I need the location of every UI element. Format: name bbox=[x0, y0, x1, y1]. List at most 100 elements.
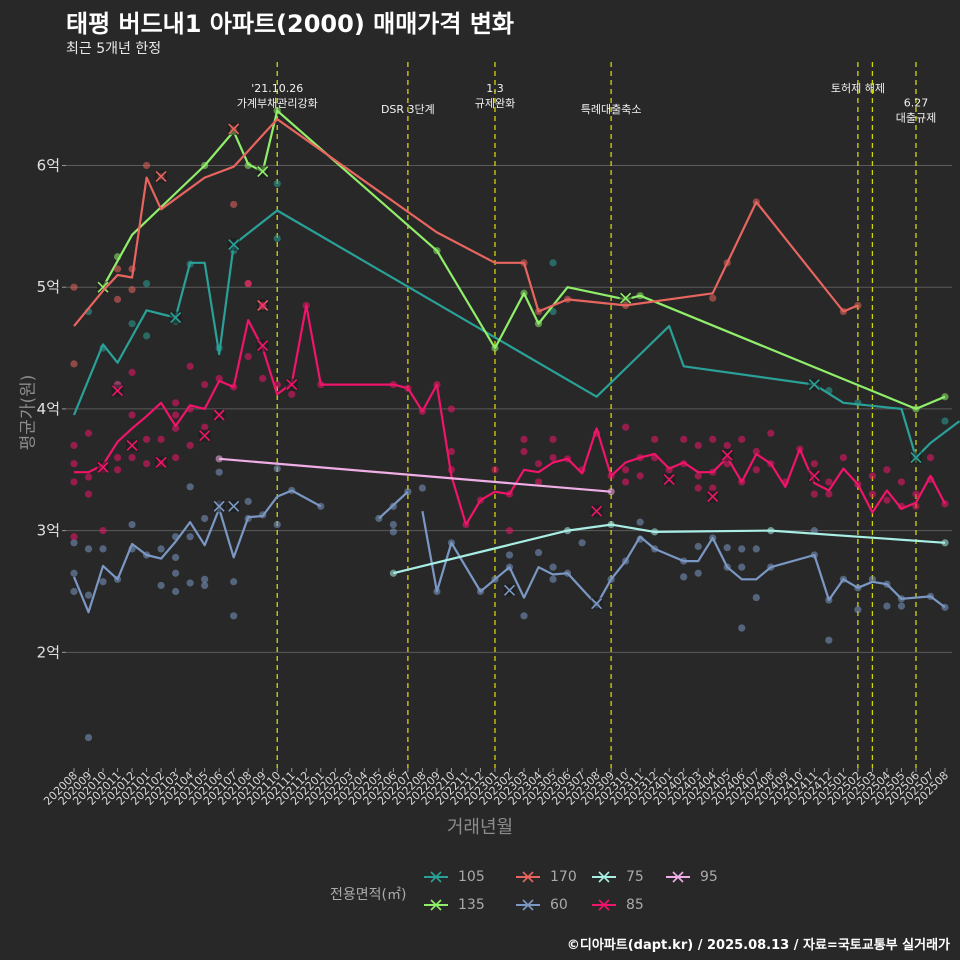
legend-label: 85 bbox=[626, 897, 644, 913]
data-point bbox=[259, 374, 267, 383]
series-95 bbox=[215, 455, 615, 496]
data-point bbox=[128, 454, 136, 462]
data-point bbox=[128, 520, 136, 529]
data-point bbox=[230, 578, 238, 586]
data-point bbox=[186, 533, 194, 541]
data-point bbox=[505, 527, 514, 535]
data-point bbox=[854, 606, 862, 614]
data-point bbox=[172, 424, 180, 432]
data-point bbox=[534, 478, 543, 486]
data-point bbox=[897, 602, 906, 610]
data-point bbox=[84, 429, 93, 437]
series-line bbox=[73, 118, 859, 327]
data-point bbox=[752, 466, 760, 474]
data-point bbox=[128, 320, 136, 328]
data-point bbox=[244, 279, 252, 288]
legend-label: 105 bbox=[458, 869, 485, 885]
data-point bbox=[142, 435, 151, 443]
legend-label: 95 bbox=[700, 869, 718, 885]
data-point bbox=[491, 466, 499, 474]
data-point bbox=[549, 259, 557, 267]
data-point bbox=[172, 411, 180, 419]
data-point bbox=[534, 548, 543, 557]
data-point bbox=[912, 490, 920, 498]
data-point bbox=[273, 180, 281, 188]
legend-item-170: 170 bbox=[514, 866, 590, 888]
legend-items: 105 170 75 95 135 60 85 bbox=[422, 866, 738, 916]
data-point bbox=[128, 368, 136, 376]
data-point bbox=[738, 624, 746, 632]
data-point bbox=[418, 484, 426, 492]
y-tick-label: 3억 bbox=[37, 522, 60, 540]
series-line bbox=[102, 109, 946, 410]
cross-marker bbox=[663, 473, 675, 486]
data-point bbox=[447, 405, 456, 413]
data-point bbox=[578, 539, 586, 547]
data-point bbox=[926, 454, 935, 462]
event-label: 6.27 bbox=[904, 97, 929, 110]
data-point bbox=[244, 352, 252, 361]
data-point bbox=[70, 478, 78, 486]
legend-key-icon bbox=[666, 871, 690, 883]
series-line bbox=[393, 523, 946, 575]
data-point bbox=[157, 435, 165, 443]
cross-marker bbox=[155, 170, 167, 182]
data-point bbox=[883, 602, 891, 610]
data-point bbox=[128, 286, 136, 294]
data-point bbox=[738, 435, 746, 443]
data-point bbox=[142, 161, 151, 170]
data-point bbox=[172, 454, 180, 462]
cross-marker bbox=[97, 461, 109, 473]
data-point bbox=[709, 294, 717, 302]
data-point bbox=[113, 466, 122, 474]
data-point bbox=[172, 569, 180, 577]
cross-marker bbox=[707, 490, 719, 503]
data-point bbox=[868, 472, 877, 480]
data-point bbox=[70, 441, 78, 450]
legend-label: 60 bbox=[550, 897, 568, 913]
legend-item-95: 95 bbox=[664, 866, 738, 888]
data-point bbox=[549, 307, 557, 316]
data-point bbox=[142, 279, 151, 288]
cross-marker bbox=[620, 292, 632, 304]
data-point bbox=[694, 441, 702, 450]
data-point bbox=[825, 478, 833, 486]
series-line bbox=[219, 457, 612, 493]
cross-marker bbox=[111, 385, 124, 397]
data-point bbox=[723, 544, 731, 552]
data-point bbox=[215, 455, 223, 463]
legend-key-icon bbox=[516, 871, 540, 883]
legend-key-icon bbox=[424, 871, 448, 883]
legend-item-75: 75 bbox=[590, 866, 664, 888]
data-point bbox=[70, 569, 78, 577]
data-point bbox=[505, 551, 514, 559]
data-point bbox=[70, 360, 78, 368]
data-point bbox=[549, 454, 557, 462]
data-point bbox=[636, 472, 644, 480]
data-point bbox=[752, 545, 760, 553]
data-point bbox=[215, 468, 223, 476]
data-point bbox=[142, 460, 151, 468]
cross-marker bbox=[808, 470, 820, 482]
data-point bbox=[723, 441, 731, 450]
legend-key-icon bbox=[592, 871, 616, 883]
data-point bbox=[447, 447, 456, 456]
data-point bbox=[810, 490, 818, 498]
data-point bbox=[549, 435, 557, 443]
legend-title: 전용면적(㎡) bbox=[330, 887, 407, 903]
data-point bbox=[186, 362, 194, 370]
data-point bbox=[172, 553, 180, 562]
legend-label: 135 bbox=[458, 897, 485, 913]
data-point bbox=[230, 612, 238, 620]
cross-marker bbox=[199, 430, 211, 442]
data-point bbox=[186, 483, 194, 491]
cross-marker bbox=[808, 379, 820, 391]
series-170 bbox=[70, 118, 862, 368]
legend-item-135: 135 bbox=[422, 894, 514, 916]
cross-marker bbox=[503, 584, 516, 596]
cross-marker bbox=[170, 312, 182, 324]
data-point bbox=[99, 545, 107, 553]
data-point bbox=[738, 563, 746, 571]
cross-marker bbox=[228, 123, 240, 135]
cross-marker bbox=[97, 281, 109, 293]
